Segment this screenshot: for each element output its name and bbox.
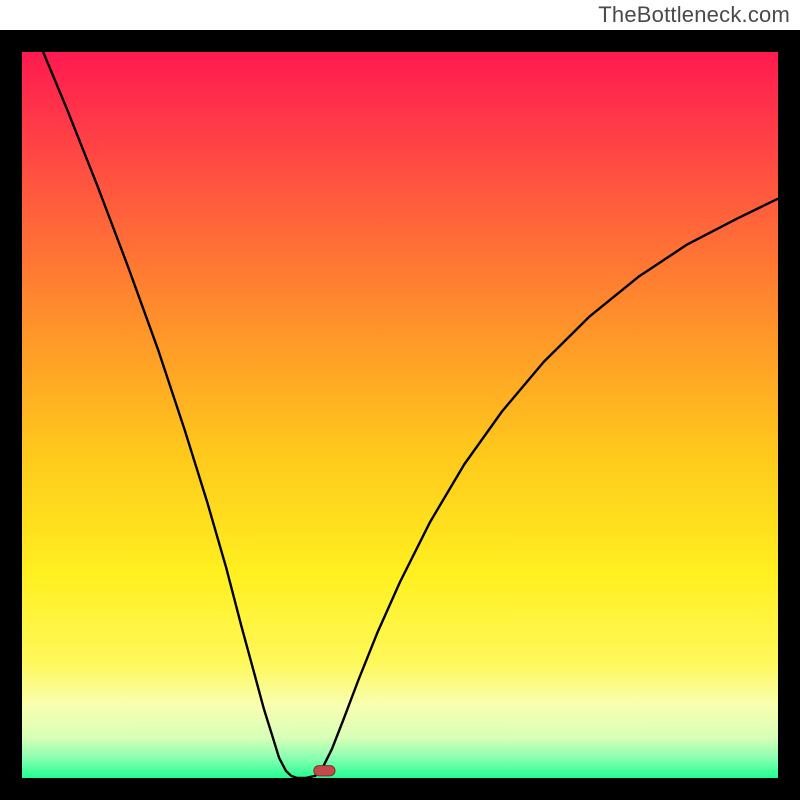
chart-container xyxy=(0,30,800,800)
image-frame: TheBottleneck.com xyxy=(0,0,800,800)
plot-background-gradient xyxy=(22,52,778,778)
bottleneck-chart xyxy=(0,30,800,800)
watermark-text: TheBottleneck.com xyxy=(598,2,790,28)
optimum-marker xyxy=(314,766,335,776)
